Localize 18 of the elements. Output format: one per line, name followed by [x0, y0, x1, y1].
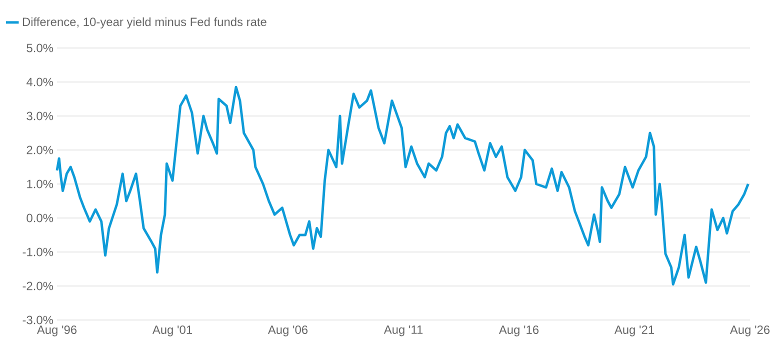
y-tick-label: -2.0% — [22, 282, 54, 290]
legend-label: Difference, 10-year yield minus Fed funds rate — [22, 17, 266, 28]
x-tick-label: Aug '01 — [152, 326, 192, 336]
y-tick-label: 1.0% — [27, 180, 54, 188]
x-tick-label: Aug '16 — [498, 326, 539, 336]
line-series — [56, 86, 750, 286]
x-tick-label: Aug '26 — [730, 326, 770, 336]
x-tick-label: Aug '21 — [614, 326, 654, 336]
y-tick-label: 4.0% — [26, 78, 54, 86]
y-tick-label: -3.0% — [22, 316, 54, 324]
y-tick-label: 5.0% — [26, 44, 54, 52]
y-tick-label: 2.0% — [26, 146, 54, 154]
x-tick-label: Aug '06 — [268, 326, 308, 336]
y-tick-label: 3.0% — [26, 112, 54, 120]
y-tick-label: 0.0% — [26, 214, 54, 222]
x-tick-label: Aug '96 — [36, 326, 77, 336]
x-tick-label: Aug '11 — [384, 326, 423, 336]
y-tick-label: -1.0% — [22, 248, 54, 256]
